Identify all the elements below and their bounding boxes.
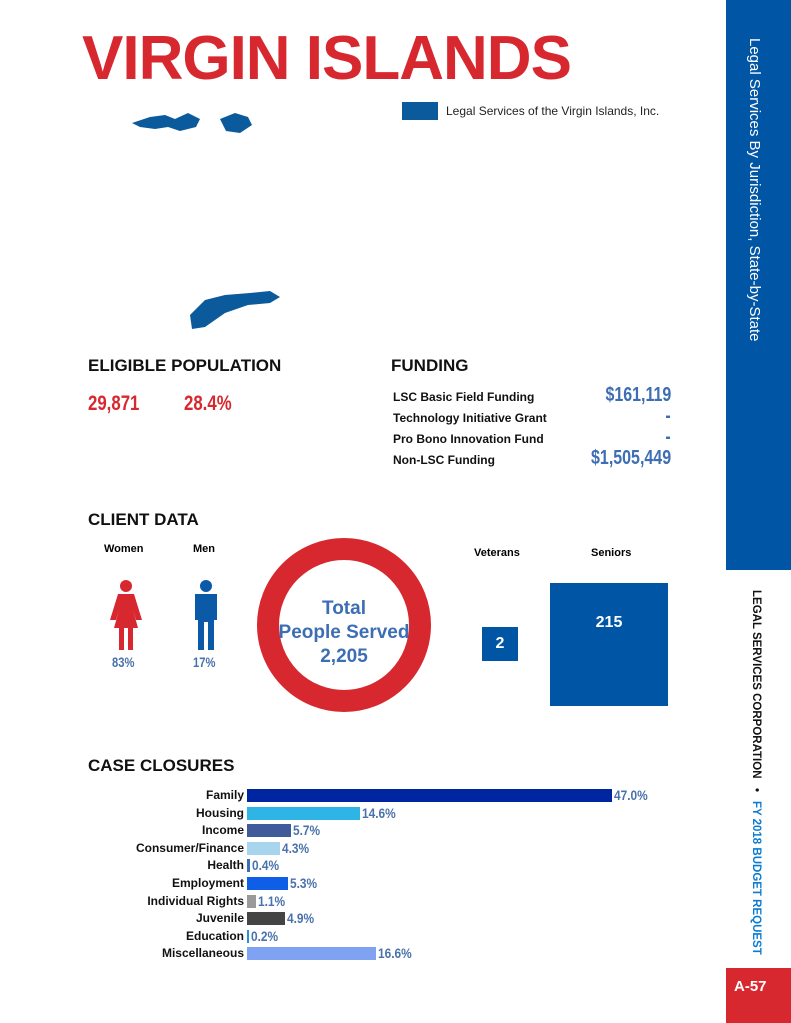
category-label: Housing [196, 805, 244, 820]
separator: • [750, 787, 762, 792]
bar-income [247, 824, 292, 838]
seniors-label: Seniors [591, 547, 632, 559]
sidebar-banner: Legal Services By Jurisdiction, State-by… [726, 0, 791, 570]
value-label: 4.9% [287, 910, 315, 927]
bar-miscellaneous [247, 947, 376, 961]
bar-juvenile [247, 912, 286, 926]
virgin-islands-map [132, 113, 280, 329]
funding-label: Technology Initiative Grant [393, 411, 547, 425]
funding-heading: FUNDING [391, 356, 469, 375]
women-percent: 83% [112, 654, 135, 670]
sidebar-section-title: Legal Services By Jurisdiction, State-by… [746, 38, 763, 342]
funding-value: - [665, 405, 671, 427]
legend-swatch [402, 102, 438, 120]
value-label: 0.4% [252, 857, 280, 874]
bar-individual-rights [247, 894, 256, 908]
funding-label: Pro Bono Innovation Fund [393, 432, 544, 446]
bar-housing [247, 806, 361, 820]
bar-consumer-finance [247, 841, 281, 855]
value-label: 5.3% [290, 875, 318, 891]
women-label: Women [104, 543, 144, 555]
funding-label: LSC Basic Field Funding [393, 390, 535, 404]
category-label: Health [207, 858, 244, 873]
funding-value: - [665, 426, 671, 448]
category-label: Individual Rights [147, 893, 244, 908]
category-label: Education [185, 928, 244, 943]
value-label: 1.1% [257, 892, 285, 909]
seniors-box: 215 [550, 583, 668, 706]
org-name: LEGAL SERVICES CORPORATION [750, 590, 762, 779]
total-served-ring [257, 538, 431, 712]
total-value: 2,205 [320, 646, 368, 667]
category-label: Family [205, 788, 244, 802]
eligible-heading: ELIGIBLE POPULATION [88, 356, 282, 375]
funding-value: $161,119 [605, 384, 671, 406]
value-label: 16.6% [377, 945, 412, 962]
men-percent: 17% [193, 654, 216, 670]
category-label: Consumer/Finance [135, 840, 244, 855]
bar-education [247, 929, 249, 943]
veterans-label: Veterans [474, 547, 520, 559]
woman-icon [110, 580, 142, 650]
client-heading: CLIENT DATA [88, 510, 199, 529]
category-label: Employment [171, 876, 244, 890]
eligible-percent: 28.4% [184, 392, 232, 415]
men-label: Men [193, 543, 215, 555]
funding-label: Non-LSC Funding [393, 453, 495, 467]
case-closures-heading: CASE CLOSURES [88, 756, 235, 775]
eligible-count: 29,871 [88, 392, 140, 415]
seniors-value: 215 [595, 614, 623, 631]
value-label: 5.7% [293, 822, 321, 839]
page-number: A-57 [734, 978, 767, 995]
page-number-band: A-57 [726, 968, 791, 1023]
value-label: 0.2% [251, 927, 279, 944]
veterans-box: 2 [482, 627, 518, 661]
sidebar-footer-band: LEGAL SERVICES CORPORATION • FY 2018 BUD… [726, 570, 791, 968]
total-label-2: People Served [278, 622, 410, 643]
value-label: 14.6% [362, 804, 397, 821]
bar-family [247, 789, 613, 802]
category-label: Income [201, 823, 244, 838]
bar-health [247, 859, 251, 873]
category-label: Juvenile [195, 911, 244, 926]
category-label: Miscellaneous [161, 946, 244, 961]
page-title: VIRGIN ISLANDS [82, 24, 572, 93]
value-label: 4.3% [282, 839, 310, 856]
bar-employment [247, 877, 289, 890]
budget-request: FY 2018 BUDGET REQUEST [750, 800, 762, 955]
total-label-1: Total [322, 598, 366, 619]
legend-label: Legal Services of the Virgin Islands, In… [446, 104, 660, 118]
funding-value: $1,505,449 [590, 447, 671, 469]
value-label: 47.0% [614, 787, 648, 803]
man-icon [195, 580, 217, 650]
